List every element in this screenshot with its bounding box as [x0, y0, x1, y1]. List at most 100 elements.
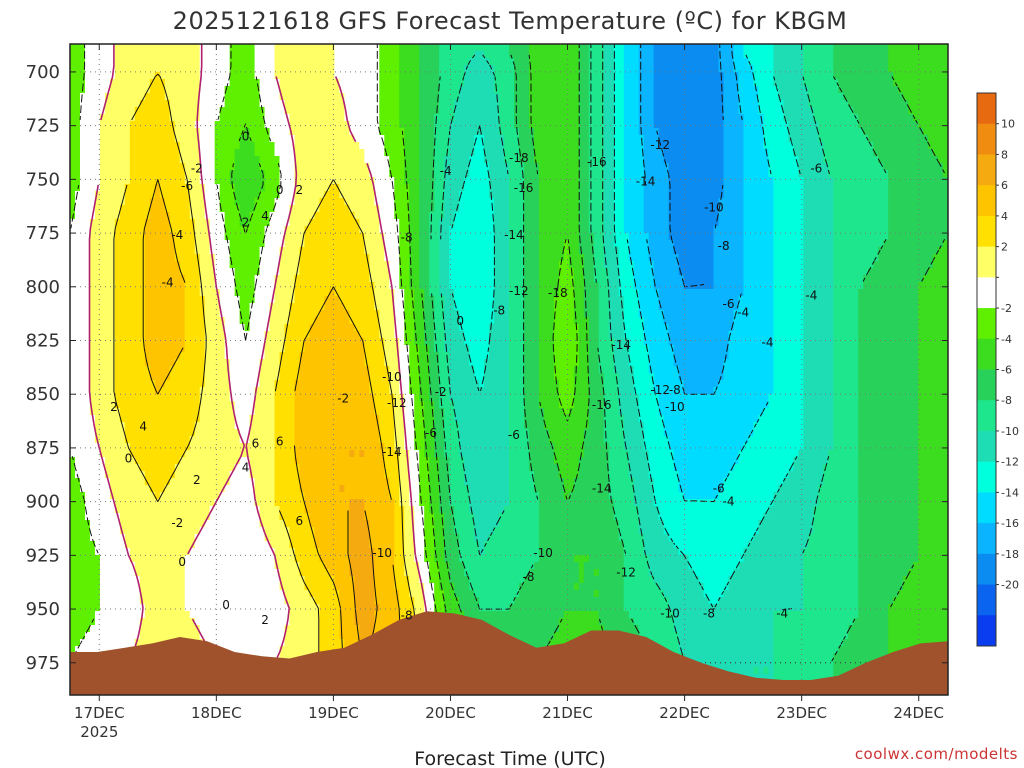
heatmap-cell	[698, 198, 705, 206]
heatmap-cell	[863, 107, 869, 115]
heatmap-cell	[613, 149, 620, 157]
heatmap-cell	[898, 233, 904, 241]
heatmap-cell	[823, 128, 829, 136]
heatmap-cell	[94, 128, 101, 136]
heatmap-cell	[249, 240, 256, 248]
heatmap-cell	[159, 72, 166, 80]
heatmap-cell	[259, 72, 266, 80]
heatmap-cell	[409, 163, 415, 171]
heatmap-cell	[469, 114, 475, 122]
heatmap-cell	[234, 93, 241, 101]
heatmap-cell	[708, 135, 715, 143]
heatmap-cell	[628, 114, 635, 122]
heatmap-cell	[304, 184, 311, 192]
heatmap-cell	[339, 135, 345, 143]
heatmap-cell	[558, 86, 565, 94]
heatmap-cell	[344, 135, 350, 143]
heatmap-cell	[329, 128, 335, 136]
heatmap-cell	[823, 198, 829, 206]
heatmap-cell	[933, 142, 939, 150]
heatmap-cell	[858, 184, 864, 192]
heatmap-cell	[154, 205, 161, 213]
heatmap-cell	[94, 212, 101, 220]
heatmap-cell	[209, 114, 216, 122]
heatmap-cell	[928, 135, 934, 143]
heatmap-cell	[494, 205, 500, 213]
heatmap-cell	[648, 226, 655, 234]
heatmap-cell	[688, 93, 695, 101]
heatmap-cell	[538, 226, 545, 234]
heatmap-cell	[678, 107, 685, 115]
heatmap-cell	[773, 86, 779, 94]
heatmap-cell	[848, 198, 854, 206]
heatmap-cell	[708, 114, 715, 122]
heatmap-cell	[593, 226, 600, 234]
heatmap-cell	[723, 51, 730, 59]
heatmap-cell	[239, 191, 246, 199]
heatmap-cell	[224, 149, 231, 157]
heatmap-cell	[833, 142, 839, 150]
heatmap-cell	[124, 79, 131, 87]
heatmap-cell	[304, 212, 311, 220]
heatmap-cell	[299, 142, 306, 150]
heatmap-cell	[179, 219, 186, 227]
heatmap-cell	[778, 205, 784, 213]
heatmap-cell	[74, 79, 81, 87]
heatmap-cell	[214, 177, 221, 185]
heatmap-cell	[369, 86, 375, 94]
heatmap-cell	[89, 135, 96, 143]
heatmap-cell	[943, 86, 948, 94]
heatmap-cell	[638, 51, 645, 59]
heatmap-cell	[314, 44, 321, 52]
heatmap-cell	[214, 100, 221, 108]
heatmap-cell	[673, 44, 680, 52]
heatmap-cell	[174, 114, 181, 122]
heatmap-cell	[733, 156, 740, 164]
heatmap-cell	[583, 177, 590, 185]
heatmap-cell	[219, 156, 226, 164]
heatmap-cell	[289, 156, 296, 164]
heatmap-cell	[583, 149, 590, 157]
heatmap-cell	[154, 79, 161, 87]
heatmap-cell	[279, 184, 286, 192]
heatmap-cell	[938, 156, 944, 164]
heatmap-cell	[878, 107, 884, 115]
heatmap-cell	[209, 170, 216, 178]
heatmap-cell	[70, 58, 76, 66]
heatmap-cell	[658, 121, 665, 129]
heatmap-cell	[154, 219, 161, 227]
heatmap-cell	[748, 205, 755, 213]
heatmap-cell	[259, 177, 266, 185]
heatmap-cell	[479, 163, 485, 171]
heatmap-cell	[259, 233, 266, 241]
heatmap-cell	[189, 65, 196, 73]
heatmap-cell	[134, 233, 141, 241]
heatmap-cell	[159, 191, 166, 199]
heatmap-cell	[79, 240, 86, 248]
heatmap-cell	[329, 93, 335, 101]
heatmap-cell	[818, 233, 824, 241]
heatmap-cell	[793, 93, 799, 101]
heatmap-cell	[543, 233, 550, 241]
heatmap-cell	[638, 114, 645, 122]
heatmap-cell	[364, 226, 370, 234]
heatmap-cell	[254, 93, 261, 101]
heatmap-cell	[74, 128, 81, 136]
heatmap-cell	[943, 72, 948, 80]
heatmap-cell	[70, 198, 76, 206]
heatmap-cell	[109, 58, 116, 66]
heatmap-cell	[144, 149, 151, 157]
heatmap-cell	[399, 79, 405, 87]
heatmap-cell	[748, 226, 755, 234]
heatmap-cell	[853, 107, 859, 115]
heatmap-cell	[648, 205, 655, 213]
heatmap-cell	[214, 163, 221, 171]
heatmap-cell	[683, 79, 690, 87]
heatmap-cell	[678, 135, 685, 143]
heatmap-cell	[489, 121, 495, 129]
heatmap-cell	[284, 79, 291, 87]
heatmap-cell	[354, 212, 360, 220]
heatmap-cell	[703, 219, 710, 227]
heatmap-cell	[199, 135, 206, 143]
heatmap-cell	[159, 51, 166, 59]
